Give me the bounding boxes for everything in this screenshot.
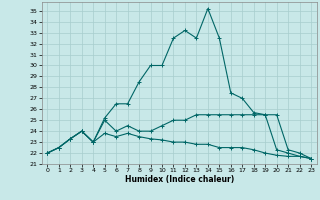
X-axis label: Humidex (Indice chaleur): Humidex (Indice chaleur): [124, 175, 234, 184]
